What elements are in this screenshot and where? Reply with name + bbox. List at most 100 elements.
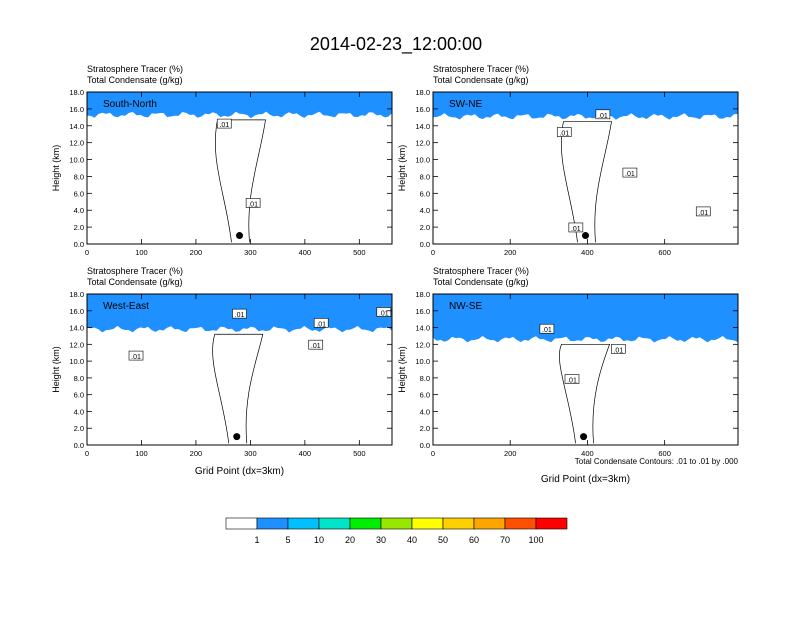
location-marker [580,433,588,441]
panel-caption-condensate: Total Condensate (g/kg) [433,75,529,85]
x-tick-label: 100 [135,248,148,257]
contour-label-box [622,167,638,178]
y-tick-label: 18.0 [69,88,84,97]
colorbar-swatch [349,517,382,530]
x-tick-label: 0 [85,248,89,257]
y-tick-label: 18.0 [415,290,430,299]
colorbar-swatch [256,517,289,530]
plot-area: .01 .01 .01 .01 .01 [87,294,392,444]
y-axis-label: Height (km) [397,145,407,192]
contour-label-box [128,350,144,361]
panel-caption-condensate: Total Condensate (g/kg) [87,75,183,85]
panel-label: NW-SE [449,301,482,312]
y-tick-label: 14.0 [415,122,430,131]
y-tick-label: 6.0 [420,391,430,400]
tracer-band-9 [87,92,392,119]
contour-label-box [568,222,584,233]
location-marker [233,433,241,441]
colorbar-label: 20 [345,535,355,545]
plot-area: .01 .01 .01 [433,294,738,444]
y-tick-label: 12.0 [415,139,430,148]
x-tick-label: 500 [353,449,366,458]
y-tick-label: 14.0 [415,324,430,333]
y-tick-label: 0.0 [420,240,430,249]
contour-label-box [245,198,261,208]
y-tick-label: 12.0 [69,139,84,148]
panels: Stratosphere Tracer (%)Total Condensate … [51,64,739,485]
contour-label-box [595,109,611,120]
y-tick-label: 10.0 [415,156,430,165]
panel-frame [86,91,393,245]
contour-label: .01 [316,321,326,328]
y-tick-label: 16.0 [69,307,84,316]
y-tick-label: 4.0 [74,206,84,215]
x-tick-label: 300 [244,248,257,257]
contour-label-box [556,127,572,137]
colorbar-label: 1 [254,535,259,545]
panel-frame [86,293,393,446]
x-tick-label: 0 [85,449,89,458]
panel-label: SW-NE [449,99,482,110]
condensate-contour [214,119,266,243]
colorbar-label: 5 [285,535,290,545]
y-tick-label: 18.0 [69,290,84,299]
y-tick-label: 8.0 [420,172,430,181]
y-tick-label: 0.0 [74,240,84,249]
condensate-contour [560,121,612,243]
contour-label: .01 [567,378,577,385]
panel-sw-ne: Stratosphere Tracer (%)Total Condensate … [397,64,739,257]
y-tick-label: 2.0 [74,223,84,232]
y-tick-label: 0.0 [74,441,84,450]
x-tick-label: 400 [581,449,594,458]
y-axis-label: Height (km) [51,145,61,192]
contour-label: .01 [598,113,608,120]
contour-label: .01 [625,171,635,178]
contour-label-box [564,374,580,384]
panel-nw-se: Stratosphere Tracer (%)Total Condensate … [397,266,739,485]
colorbar-label: 70 [500,535,510,545]
x-tick-label: 100 [135,449,148,458]
y-tick-label: 2.0 [74,424,84,433]
panel-caption-condensate: Total Condensate (g/kg) [87,277,183,287]
colorbar-swatch [535,517,568,530]
y-tick-label: 4.0 [74,407,84,416]
panel-south-north: Stratosphere Tracer (%)Total Condensate … [51,64,393,257]
x-tick-label: 600 [658,449,671,458]
contour-label: .01 [379,310,389,317]
figure-title: 2014-02-23_12:00:00 [310,34,482,55]
x-tick-label: 200 [504,248,517,257]
y-tick-label: 6.0 [74,391,84,400]
panel-frame [432,91,739,245]
x-tick-label: 200 [504,449,517,458]
contour-label: .01 [131,354,141,361]
y-axis-label: Height (km) [51,346,61,393]
colorbar-label: 60 [469,535,479,545]
contour-label: .01 [559,131,569,138]
x-tick-label: 0 [431,248,435,257]
y-tick-label: 16.0 [415,105,430,114]
y-tick-label: 16.0 [69,105,84,114]
y-tick-label: 8.0 [74,374,84,383]
y-tick-label: 2.0 [420,424,430,433]
contour-label-box [611,344,626,354]
contour-label-box [376,307,392,317]
contour-label: .01 [248,201,258,208]
tracer-band-9 [433,92,738,120]
panel-frame [432,293,739,446]
x-tick-label: 200 [190,248,203,257]
plot-area: .01 .01 .01 .01 .01 [433,92,738,243]
colorbar-label: 40 [407,535,417,545]
y-tick-label: 6.0 [74,189,84,198]
contour-label: .01 [571,226,581,233]
y-tick-label: 4.0 [420,206,430,215]
contour-footnote: Total Condensate Contours: .01 to .01 by… [575,457,739,466]
colorbar-swatch [504,517,537,530]
contour-label-box [216,118,232,129]
colorbar-swatch [473,517,506,530]
contour-label: .01 [613,347,623,354]
x-tick-label: 600 [658,248,671,257]
y-tick-label: 2.0 [420,223,430,232]
contour-label-box [232,308,247,319]
y-tick-label: 8.0 [420,374,430,383]
